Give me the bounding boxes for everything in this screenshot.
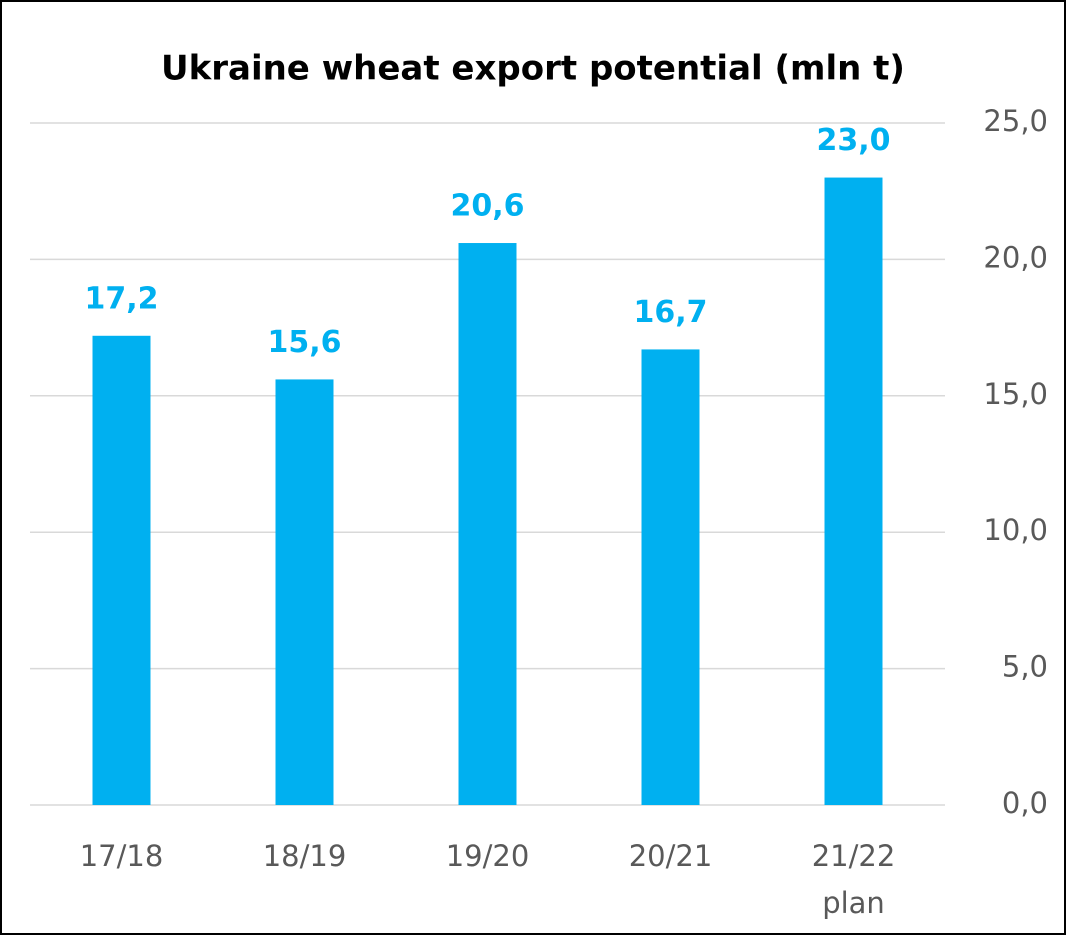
y-tick-label: 0,0: [1002, 786, 1048, 820]
y-tick-label: 25,0: [983, 104, 1048, 138]
bar: [92, 335, 151, 805]
x-tick-label: 18/19: [263, 839, 347, 873]
value-label: 20,6: [450, 189, 524, 224]
y-tick-label: 15,0: [983, 377, 1048, 411]
y-tick-label: 20,0: [983, 240, 1048, 274]
chart-title: Ukraine wheat export potential (mln t): [161, 49, 905, 89]
value-label: 23,0: [816, 123, 890, 158]
x-tick-label: 20/21: [629, 839, 713, 873]
bar: [458, 243, 517, 806]
x-tick-label: 19/20: [446, 839, 530, 873]
y-tick-label: 10,0: [983, 513, 1048, 547]
value-label: 17,2: [84, 281, 158, 316]
x-tick-label: 17/18: [80, 839, 164, 873]
bar: [275, 379, 334, 805]
y-tick-label: 5,0: [1002, 650, 1048, 684]
value-label: 15,6: [267, 325, 341, 360]
value-label: 16,7: [633, 295, 707, 330]
bar: [824, 177, 883, 805]
bar: [641, 349, 700, 805]
x-tick-label: 21/22 plan: [812, 839, 896, 920]
